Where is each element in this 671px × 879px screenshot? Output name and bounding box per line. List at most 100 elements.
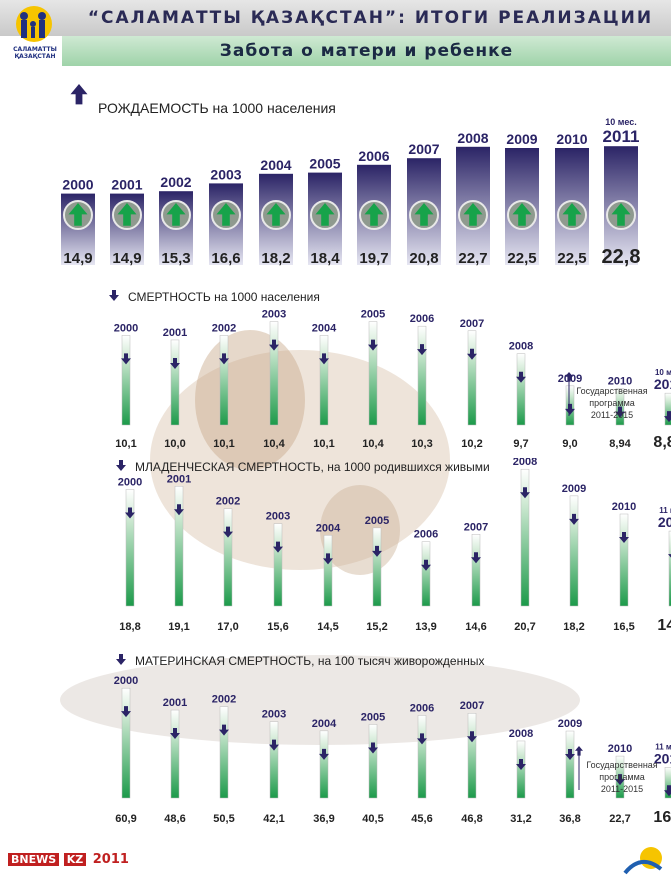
infant-bar (421, 541, 431, 607)
mortality-year-label: 2011 (654, 376, 671, 392)
mortality-year-label: 2004 (312, 322, 337, 334)
infant-chart-title: МЛАДЕНЧЕСКАЯ СМЕРТНОСТЬ, на 1000 родивши… (135, 460, 490, 474)
birth-up-arrow-icon (364, 203, 384, 226)
infant-year-label: 2009 (562, 483, 586, 495)
maternal-value-label: 50,5 (213, 813, 234, 825)
mortality-year-label: 2002 (212, 322, 236, 334)
maternal-value-label: 60,9 (115, 813, 136, 825)
maternal-down-arrow-icon (319, 748, 329, 760)
mortality-value-label: 10,1 (313, 438, 334, 450)
birth-rate-chart: РОЖДАЕМОСТЬ на 1000 населения 2000 14,9 200… (61, 84, 640, 268)
mortality-value-label: 9,0 (562, 438, 577, 450)
maternal-down-arrow-icon (467, 731, 477, 743)
infant-bar (471, 534, 481, 607)
maternal-down-arrow-icon (219, 724, 229, 736)
infant-year-label: 2005 (365, 515, 389, 527)
birth-year-label: 2011 (603, 127, 640, 146)
mortality-annotation: Государственная (576, 386, 647, 396)
infant-value-label: 15,6 (267, 621, 288, 633)
mortality-down-arrow-icon (615, 406, 625, 418)
mortality-value-label: 10,1 (213, 438, 234, 450)
maternal-year-label: 2002 (212, 694, 236, 706)
birth-up-arrow-icon (611, 203, 631, 226)
maternal-chart-title: МАТЕРИНСКАЯ СМЕРТНОСТЬ, на 100 тысяч жив… (135, 654, 484, 668)
infant-bar (619, 513, 629, 607)
mortality-down-arrow-icon (170, 357, 180, 369)
birth-up-arrow-icon (512, 203, 532, 226)
maternal-bar (319, 730, 329, 799)
page-title: “САЛАМАТТЫ ҚАЗАҚСТАН”: ИТОГИ РЕАЛИЗАЦИИ (87, 8, 654, 28)
mortality-value-label: 10,3 (411, 438, 432, 450)
maternal-year-label: 2008 (509, 728, 533, 740)
infant-year-label: 2002 (216, 496, 240, 508)
maternal-value-label: 22,7 (609, 813, 630, 825)
birth-year-label: 2002 (160, 174, 191, 190)
page-subtitle: Забота о матери и ребенке (219, 41, 514, 61)
birth-year-label: 2005 (309, 156, 340, 172)
mortality-year-label: 2008 (509, 341, 533, 353)
mortality-year-label: 2010 (608, 376, 632, 388)
mortality-value-label: 8,94 (609, 438, 631, 450)
infant-value-label: 14,5 (317, 621, 338, 633)
maternal-down-arrow-icon (269, 739, 279, 751)
footer-bnews: BNEWS (8, 853, 60, 866)
mortality-value-label: 10,0 (164, 438, 185, 450)
maternal-annotation-arrow-icon (574, 746, 583, 756)
corner-logo-icon (623, 847, 663, 875)
infant-bar (520, 468, 530, 607)
infant-year-label: 2010 (612, 501, 636, 513)
maternal-value-label: 48,6 (164, 813, 185, 825)
birth-value-label: 16,6 (211, 250, 240, 267)
infant-year-label: 2006 (414, 529, 438, 541)
maternal-bar (565, 730, 575, 799)
maternal-value-label: 46,8 (461, 813, 482, 825)
infant-value-label: 14,6 (465, 621, 486, 633)
birth-year-label: 2003 (210, 166, 241, 182)
maternal-bar (467, 712, 477, 799)
infant-down-arrow-icon (273, 541, 283, 553)
infant-down-arrow-icon (619, 532, 629, 543)
maternal-value-label: 36,8 (559, 813, 580, 825)
infant-mortality-chart: МЛАДЕНЧЕСКАЯ СМЕРТНОСТЬ, на 1000 родивши… (116, 458, 671, 634)
infant-down-arrow-icon (520, 487, 530, 499)
maternal-down-arrow-icon (368, 742, 378, 754)
infant-year-label: 2004 (316, 522, 341, 534)
birth-value-label: 22,5 (557, 250, 586, 267)
maternal-annotation: Государственная (586, 760, 657, 770)
maternal-value-label: 31,2 (510, 813, 531, 825)
infant-year-label: 2000 (118, 476, 142, 488)
infant-value-label: 19,1 (168, 621, 189, 633)
maternal-value-label: 36,9 (313, 813, 334, 825)
infant-value-label: 18,2 (563, 621, 584, 633)
birth-up-arrow-icon (166, 203, 186, 226)
mortality-bar (516, 353, 526, 426)
mortality-down-arrow-icon (269, 339, 279, 351)
mortality-year-label: 2006 (410, 313, 434, 325)
birth-up-arrow-icon (216, 203, 236, 226)
infant-bar (372, 527, 382, 607)
infant-bar (273, 523, 283, 607)
birth-year-label: 2000 (62, 177, 93, 193)
birth-chart-title: РОЖДАЕМОСТЬ на 1000 населения (98, 100, 336, 116)
birth-up-arrow-icon (414, 203, 434, 226)
birth-year-label: 2001 (111, 177, 142, 193)
maternal-year-label: 2001 (163, 697, 187, 709)
infant-last-prefix: 11 мес. (659, 506, 671, 515)
birth-value-label: 20,8 (409, 250, 438, 267)
infant-year-label: 2011 (658, 514, 671, 530)
infant-down-arrow-icon (174, 504, 184, 516)
mortality-annotation: 2011-2015 (591, 410, 633, 420)
infant-year-label: 2007 (464, 521, 488, 533)
maternal-bar (664, 767, 671, 799)
mortality-chart: СМЕРТНОСТЬ на 1000 населения 2000 10,1 2001… (109, 290, 671, 451)
mortality-year-label: 2005 (361, 309, 385, 321)
maternal-value-label: 42,1 (263, 813, 284, 825)
maternal-year-label: 2003 (262, 709, 286, 721)
maternal-annotation: 2011-2015 (601, 784, 643, 794)
maternal-bar (121, 687, 131, 799)
mortality-bar (269, 321, 279, 426)
maternal-bar (219, 706, 229, 799)
birth-up-arrow-icon (463, 203, 483, 226)
family-logo-icon (16, 6, 52, 42)
mortality-down-arrow-icon (417, 344, 427, 356)
